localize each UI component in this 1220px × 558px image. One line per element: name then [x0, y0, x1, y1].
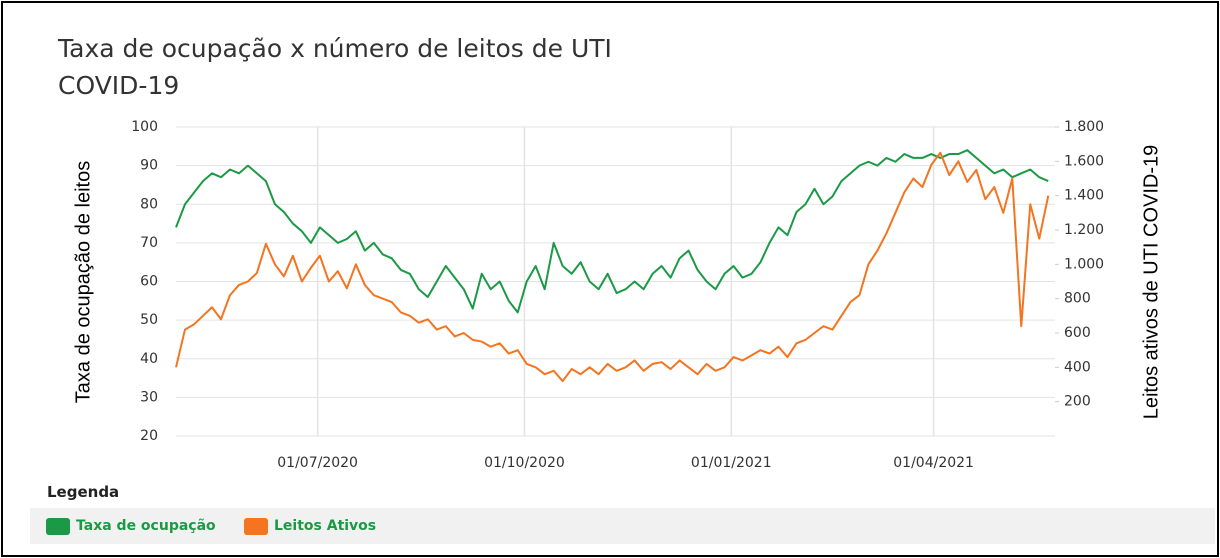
- y2-tick-label: 1.400: [1064, 188, 1104, 204]
- y2-axis-label: Leitos ativos de UTI COVID-19: [1140, 145, 1162, 420]
- y2-tick-label: 200: [1064, 394, 1091, 410]
- legend-item[interactable]: Leitos Ativos: [244, 517, 376, 535]
- y-tick-label: 20: [140, 428, 158, 444]
- y2-tick-label: 1.600: [1064, 153, 1104, 169]
- y2-tick-label: 400: [1064, 359, 1091, 375]
- legend-swatch: [244, 517, 268, 535]
- y2-tick-label: 800: [1064, 291, 1091, 307]
- y2-tick-label: 1.200: [1064, 222, 1104, 238]
- x-tick-label: 01/01/2021: [691, 455, 772, 471]
- legend-item[interactable]: Taxa de ocupação: [46, 517, 216, 535]
- legend-swatch: [46, 517, 70, 535]
- y-tick-label: 100: [131, 119, 158, 135]
- y-tick-label: 40: [140, 351, 158, 367]
- y2-tick-label: 600: [1064, 325, 1091, 341]
- y-axis-label: Taxa de ocupação de leitos: [72, 161, 94, 403]
- y-tick-label: 60: [140, 274, 158, 290]
- y2-tick-label: 1.000: [1064, 256, 1104, 272]
- y-tick-label: 70: [140, 235, 158, 251]
- legend-label: Leitos Ativos: [274, 518, 377, 534]
- x-tick-label: 01/07/2020: [277, 455, 358, 471]
- y-tick-label: 90: [140, 158, 158, 174]
- line-series: [175, 151, 1050, 383]
- legend-label: Taxa de ocupação: [76, 518, 216, 534]
- legend-title: Legenda: [47, 483, 120, 501]
- y-tick-label: 30: [140, 389, 158, 405]
- y-tick-label: 50: [140, 312, 158, 328]
- x-tick-label: 01/04/2021: [893, 455, 974, 471]
- y-tick-label: 80: [140, 196, 158, 212]
- y2-tick-label: 1.800: [1064, 119, 1104, 135]
- line-series: [175, 149, 1049, 314]
- chart-title: Taxa de ocupação x número de leitos de U…: [58, 34, 612, 100]
- x-tick-label: 01/10/2020: [484, 455, 565, 471]
- legend: Taxa de ocupação Leitos Ativos: [30, 508, 1215, 544]
